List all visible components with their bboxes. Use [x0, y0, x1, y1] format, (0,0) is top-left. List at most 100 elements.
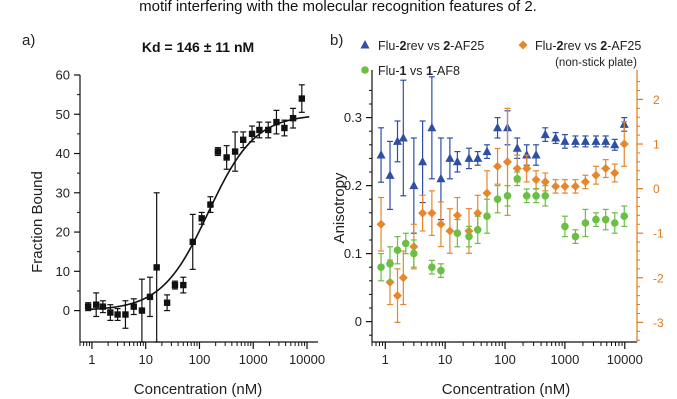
panel-b-series-0-point-1: [385, 170, 395, 179]
panel-a-y-tick-label: 10: [56, 264, 70, 279]
panel-b-series-0-point-6: [427, 122, 437, 132]
panel-b-series-2-point-12: [503, 192, 512, 200]
panel-a-y-tick-label: 60: [56, 68, 70, 83]
panel-b-series-0-point-7: [436, 173, 446, 183]
panel-a-point-11: [171, 281, 179, 289]
panel-a-fit-curve: [86, 116, 310, 311]
panel-a-point-22: [265, 126, 272, 134]
panel-a-x-tick-label: 10000: [289, 352, 325, 367]
legend-marker-0: [360, 40, 370, 49]
panel-b-series-0-point-17: [531, 150, 541, 159]
panel-b-xlabel: Concentration (nM): [442, 381, 570, 398]
panel-b-series-1-point-26: [619, 139, 629, 149]
panel-b-y2-tick-label: 2: [653, 93, 660, 107]
panel-b-series-2-point-17: [561, 222, 569, 231]
panel-b-series-0-point-11: [473, 153, 483, 162]
legend-label-0-part-3: 2: [443, 39, 450, 53]
panel-b-series-1-point-23: [591, 170, 601, 180]
panel-b-series-1-point-0: [376, 219, 386, 229]
panel-b-y-tick-label: 0: [355, 314, 362, 329]
panel-b-series-2-point-11: [493, 195, 502, 203]
panel-b-series-2-point-8: [465, 232, 473, 241]
panel-b-series-1-point-9: [452, 210, 462, 220]
legend-label-2-part-3: 1: [426, 64, 433, 78]
panel-b-series-2-point-7: [453, 229, 462, 237]
legend-label-1-part-4: -AF25: [607, 39, 641, 53]
panel-a-y-tick-label: 0: [63, 303, 70, 318]
panel-b-series-1-point-13: [493, 161, 503, 171]
panel-b-series-1-point-3: [398, 273, 408, 283]
panel-b-y2-tick-label: -2: [653, 271, 664, 285]
panel-b-series-0-point-19: [551, 133, 561, 142]
panel-b-y-tick-label: 0.2: [344, 178, 362, 193]
panel-b-series-1-point-8: [445, 226, 455, 236]
panel-a-x-tick-label: 10: [138, 352, 152, 367]
panel-a-point-18: [231, 148, 239, 155]
legend-label-2: Flu-1 vs 1-AF8: [378, 64, 460, 78]
panel-a-point-1: [92, 301, 100, 308]
panel-b-series-2-point-22: [610, 219, 619, 227]
legend-label-1: Flu-2rev vs 2-AF25: [535, 39, 641, 53]
legend-label-1-part-1: 2: [557, 39, 564, 53]
panel-b-series-1-point-24: [601, 164, 611, 174]
panel-a-point-0: [84, 303, 92, 310]
panel-a-point-8: [146, 293, 154, 301]
panel-b-series-0-point-0: [376, 150, 386, 159]
panel-b-series-1-point-22: [580, 177, 590, 187]
panel-a-ylabel: Fraction Bound: [29, 171, 46, 273]
panel-b-series-1-point-15: [512, 164, 522, 174]
panel-a-title: Kd = 146 ± 11 nM: [142, 39, 254, 55]
panel-a-x-tick-label: 1000: [239, 352, 268, 367]
panel-b-series-2-point-21: [601, 215, 610, 224]
panel-b-x-tick-label: 10: [438, 352, 452, 367]
panel-a-point-9: [153, 264, 160, 271]
legend-marker-2: [361, 66, 369, 74]
panel-a-x-tick-label: 1: [88, 352, 95, 367]
panel-a-y-tick-label: 40: [56, 146, 70, 161]
panel-b-series-0-point-23: [591, 136, 601, 145]
panel-b-series-2-point-4: [410, 249, 418, 258]
panel-b-series-1-point-2: [393, 291, 403, 301]
panel-b-series-1-point-5: [418, 208, 428, 218]
panel-a-point-24: [281, 124, 288, 132]
panel-a-x-tick-label: 100: [189, 352, 211, 367]
panel-a-point-21: [256, 126, 263, 134]
panel-b-series-1-point-7: [436, 219, 446, 229]
panel-b-legend: Flu-2rev vs 2-AF25 Flu-2rev vs 2-AF25(non…: [360, 39, 641, 78]
legend-label-1-part-2: rev vs: [563, 39, 600, 53]
legend-label-0: Flu-2rev vs 2-AF25: [378, 39, 484, 53]
panel-a-point-7: [138, 307, 146, 314]
legend-label-0-part-2: rev vs: [406, 39, 443, 53]
panel-a-point-20: [248, 130, 256, 138]
panel-b-series-2-point-2: [393, 246, 402, 254]
panel-a-plot: 1 10 100 1000 10000 0 10 20 30 40 50 60: [56, 68, 326, 368]
panel-a-xlabel: Concentration (nM): [134, 381, 262, 398]
panel-b-series-0-point-2: [393, 136, 403, 145]
panel-b-x-tick-label: 10000: [607, 352, 643, 367]
panel-a-point-17: [223, 154, 230, 161]
panel-b-series-0-point-15: [512, 143, 522, 152]
panel-b-plot: 1 10 100 1000 10000 0 0.1 0.2 0.3 -3 -2 -1 0 1 2: [344, 70, 664, 367]
panel-b-series-1-point-18: [540, 177, 550, 187]
panel-b-series-0-point-13: [493, 122, 503, 132]
panel-a-point-10: [163, 299, 171, 306]
panel-b-series-1-point-20: [560, 181, 570, 191]
panel-b-series-2-point-9: [473, 226, 482, 234]
panel-b-series-2-point-18: [571, 232, 580, 241]
panel-b-series-1-point-16: [522, 164, 532, 174]
panel-b-series-0-point-12: [482, 146, 492, 156]
panel-b-series-1-point-11: [473, 208, 483, 218]
panel-a-point-19: [239, 136, 247, 143]
panel-b-series-0-point-22: [580, 136, 590, 145]
panel-b-series-1-point-25: [610, 168, 620, 178]
panel-b-series-1-point-1: [385, 277, 395, 287]
panel-b-series-0-point-18: [540, 129, 550, 139]
panel-b-series-1-point-21: [570, 181, 580, 191]
panel-b-y2-tick-label: -3: [653, 316, 664, 330]
panel-a-point-14: [198, 215, 205, 222]
panel-a-point-16: [214, 148, 222, 155]
panel-a-label: a): [22, 32, 35, 49]
panel-b-series-0-point-21: [570, 136, 580, 145]
panel-a-y-tick-label: 20: [56, 225, 70, 240]
